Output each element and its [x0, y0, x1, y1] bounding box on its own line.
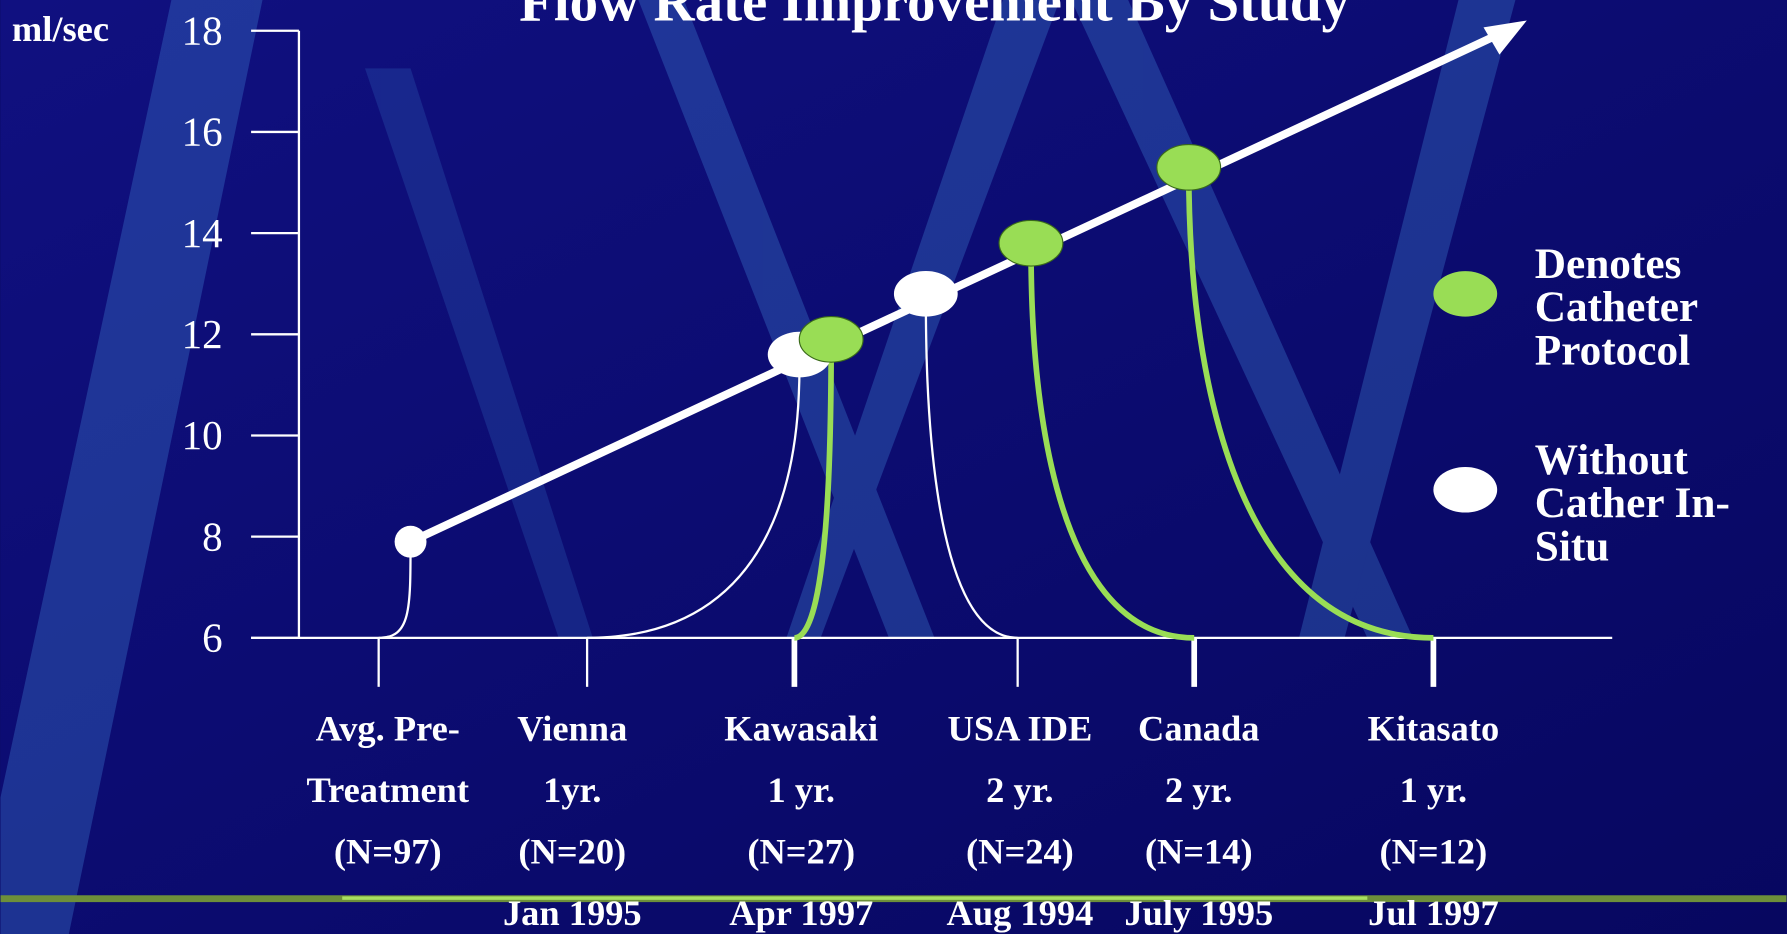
data-point [893, 271, 958, 317]
footer-highlight [342, 896, 1368, 900]
connector-curve [1185, 167, 1434, 641]
legend-label: Cather In- [1535, 479, 1730, 527]
x-tick-label: Kawasaki [724, 708, 878, 748]
x-tick-label: Avg. Pre- [316, 708, 460, 748]
legend-label: Protocol [1535, 326, 1690, 374]
y-tick-label: 18 [182, 7, 223, 53]
trend-arrowhead [1483, 20, 1527, 55]
connector-curve [1028, 243, 1195, 641]
x-tick-date: Jan 1995 [503, 893, 642, 933]
y-tick-label: 8 [202, 513, 223, 559]
x-tick-date: Aug 1994 [947, 893, 1094, 933]
data-point [998, 219, 1064, 267]
chart-title: Flow Rate Improvement By Study [519, 0, 1350, 34]
x-tick-label: Kitasato [1368, 708, 1500, 748]
legend-label: Without [1535, 436, 1689, 484]
background-streaks [0, 0, 1516, 934]
x-tick-label: 1yr. [543, 770, 601, 810]
legend-label: Situ [1535, 522, 1610, 570]
x-tick-label: Canada [1138, 708, 1260, 748]
y-tick-label: 10 [182, 412, 223, 458]
legend-label: Catheter [1535, 283, 1698, 331]
legend-swatch [1433, 271, 1498, 317]
data-point [798, 316, 864, 363]
connector-curve [924, 293, 1018, 639]
x-tick-label: 2 yr. [986, 770, 1053, 810]
x-tick-label: USA IDE [948, 708, 1093, 748]
y-tick-label: 6 [202, 615, 223, 661]
x-tick-date: Apr 1997 [729, 893, 873, 933]
x-tick-date: July 1995 [1124, 893, 1273, 933]
x-tick-label: 1 yr. [1400, 770, 1467, 810]
x-tick-label: Vienna [517, 708, 627, 748]
data-point [394, 525, 427, 558]
legend-label: Denotes [1535, 240, 1682, 288]
y-tick-label: 12 [182, 311, 223, 357]
x-tick-label: Treatment [306, 770, 469, 810]
connector-curve [587, 354, 801, 639]
x-tick-label: (N=27) [747, 831, 855, 871]
legend-swatch [1433, 467, 1498, 513]
connector-curve [793, 339, 835, 641]
data-point [1156, 144, 1222, 191]
y-tick-label: 14 [182, 210, 223, 256]
x-tick-label: (N=12) [1379, 831, 1487, 871]
y-axis-label: ml/sec [12, 9, 109, 49]
x-tick-label: 2 yr. [1165, 770, 1232, 810]
x-tick-label: (N=20) [518, 831, 626, 871]
x-tick-date: Jul 1997 [1368, 893, 1499, 933]
x-tick-label: (N=24) [966, 831, 1074, 871]
x-tick-label: 1 yr. [767, 770, 834, 810]
x-tick-label: (N=14) [1145, 831, 1253, 871]
y-tick-label: 16 [182, 109, 223, 155]
connector-curve [378, 541, 412, 639]
x-tick-label: (N=97) [334, 831, 442, 871]
trend-line [408, 28, 1506, 546]
